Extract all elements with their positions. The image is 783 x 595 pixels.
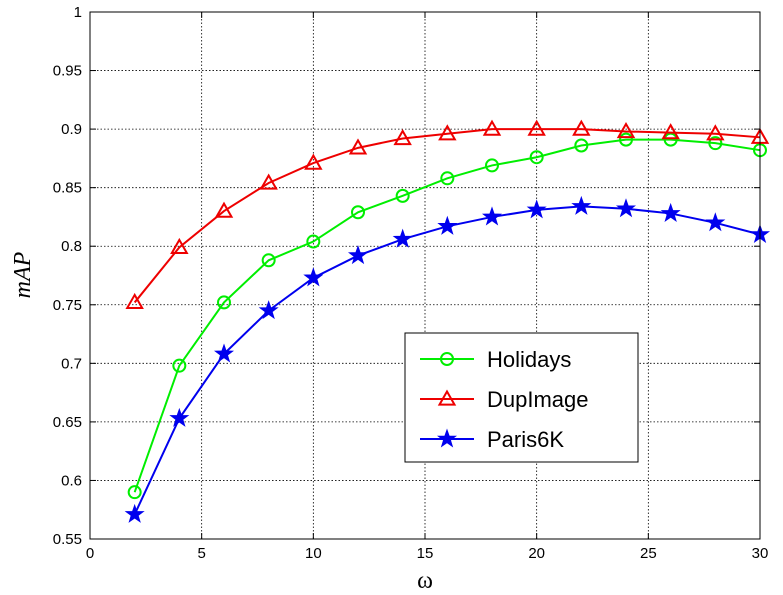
x-tick-label: 25: [640, 545, 657, 562]
legend-marker: [436, 428, 458, 448]
x-tick-label: 15: [417, 545, 434, 562]
data-point-dupimage: [259, 173, 278, 190]
series-line-dupimage: [133, 128, 761, 304]
legend: Holidays DupImage Paris6K: [404, 332, 639, 463]
data-point-holidays: [485, 158, 499, 173]
data-point-dupimage: [393, 128, 412, 146]
data-point-dupimage: [661, 123, 680, 140]
y-tick-label: 0.8: [61, 238, 82, 255]
data-point-dupimage: [572, 119, 591, 136]
data-point-holidays: [395, 188, 410, 203]
data-point-dupimage: [438, 124, 457, 141]
y-tick-label: 0.6: [61, 472, 82, 489]
data-point-paris6k: [705, 212, 726, 232]
data-point-dupimage: [304, 153, 323, 170]
y-tick-label: 0.9: [61, 121, 82, 138]
data-point-dupimage: [482, 119, 502, 136]
data-point-dupimage: [616, 121, 636, 139]
y-tick-label: 0.75: [53, 297, 82, 314]
x-tick-label: 20: [528, 545, 545, 562]
data-point-dupimage: [527, 119, 546, 136]
legend-label: Holidays: [487, 347, 571, 372]
legend-item-dupimage: DupImage: [420, 387, 589, 412]
data-point-paris6k: [437, 215, 458, 235]
data-point-holidays: [529, 150, 544, 165]
x-axis-label: ω: [417, 568, 433, 594]
y-tick-label: 0.55: [53, 531, 82, 548]
x-tick-label: 30: [752, 545, 769, 562]
series-dupimage: [125, 119, 770, 310]
data-point-holidays: [306, 234, 321, 249]
data-point-dupimage: [348, 138, 368, 155]
legend-item-paris6k: Paris6K: [420, 427, 564, 452]
data-point-paris6k: [303, 267, 324, 287]
data-point-paris6k: [213, 343, 235, 363]
data-point-holidays: [351, 205, 365, 220]
data-point-paris6k: [615, 198, 637, 218]
data-point-holidays: [663, 132, 678, 147]
data-point-holidays: [217, 295, 231, 310]
legend-marker: [437, 389, 457, 406]
data-point-paris6k: [258, 300, 279, 320]
y-tick-label: 0.65: [53, 414, 82, 431]
data-point-paris6k: [392, 228, 413, 248]
data-point-holidays: [708, 136, 723, 151]
legend-marker: [440, 352, 454, 366]
data-point-holidays: [172, 358, 187, 373]
data-point-holidays: [574, 138, 589, 153]
y-axis-label: mAP: [10, 251, 36, 298]
axis-ticks: 0 5 10 15 20 25 30 0.55 0.6 0.65 0.7 0.75 0.8 0.85 0.9…: [53, 4, 769, 562]
data-point-paris6k: [660, 202, 681, 222]
data-point-holidays: [619, 132, 633, 147]
data-point-paris6k: [169, 407, 190, 427]
series-holidays: [127, 132, 767, 500]
data-point-dupimage: [214, 201, 234, 218]
y-tick-label: 0.85: [53, 180, 82, 197]
data-point-dupimage: [170, 237, 189, 255]
legend-label: DupImage: [487, 387, 589, 412]
data-point-paris6k: [347, 245, 369, 265]
legend-item-holidays: Holidays: [420, 347, 571, 372]
data-point-paris6k: [124, 503, 145, 523]
legend-label: Paris6K: [487, 427, 564, 452]
data-point-dupimage: [125, 292, 144, 310]
x-tick-label: 10: [305, 545, 322, 562]
data-point-paris6k: [526, 199, 547, 219]
data-point-paris6k: [571, 195, 592, 215]
y-tick-label: 0.95: [53, 63, 82, 80]
y-tick-label: 0.7: [61, 355, 82, 372]
data-point-holidays: [440, 171, 455, 186]
data-point-paris6k: [481, 206, 503, 226]
data-point-holidays: [127, 485, 142, 500]
data-point-dupimage: [706, 124, 725, 141]
series-layer: [124, 119, 771, 523]
x-tick-label: 5: [197, 545, 205, 562]
data-point-holidays: [261, 253, 276, 268]
y-tick-label: 1: [74, 4, 82, 21]
x-tick-label: 0: [86, 545, 94, 562]
series-line-holidays: [133, 138, 761, 493]
